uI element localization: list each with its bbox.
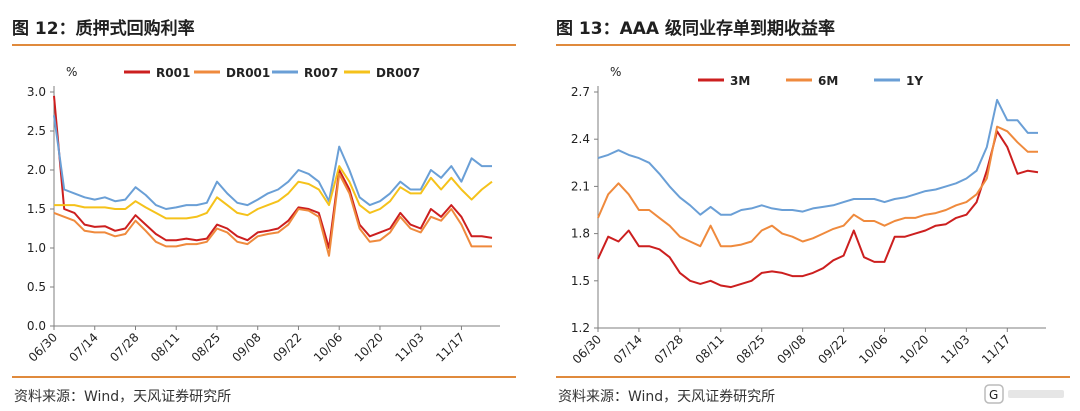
chart-title: 图 12：质押式回购利率 — [12, 19, 195, 39]
source-rule — [556, 376, 1070, 378]
x-tick-label: 10/20 — [897, 332, 931, 366]
legend-label-r001: R001 — [156, 66, 190, 80]
y-tick-label: 2.7 — [571, 85, 590, 99]
x-tick-label: 11/03 — [938, 332, 972, 366]
series-line-1y — [597, 98, 1038, 216]
legend-label-dr001: DR001 — [226, 66, 270, 80]
y-tick-label: 1.0 — [27, 241, 46, 255]
logo-watermark: G — [984, 384, 1064, 404]
x-tick-label: 11/17 — [433, 330, 467, 364]
y-tick-label: 0.0 — [27, 319, 46, 333]
source-note: 资料来源：Wind，天风证券研究所 — [558, 389, 776, 405]
y-unit-label: % — [610, 65, 621, 79]
x-tick-label: 06/30 — [570, 332, 604, 366]
x-tick-label: 06/30 — [26, 330, 60, 364]
legend-label-dr007: DR007 — [376, 66, 420, 80]
series-line-3m — [597, 130, 1039, 289]
legend-label-6m: 6M — [818, 74, 838, 88]
chart-ncd-yields: %2.72.42.11.81.51.206/30 07/14 07/28 08/11 0… — [570, 65, 1046, 367]
y-tick-label: 1.2 — [571, 321, 590, 335]
y-tick-label: 2.0 — [27, 163, 46, 177]
chart-repo-rates: %3.02.52.01.51.00.50.006/30 07/14 07/28 08/… — [26, 65, 500, 365]
x-tick-label: 10/20 — [352, 330, 386, 364]
legend-label-3m: 3M — [730, 74, 750, 88]
y-tick-label: 1.8 — [571, 227, 590, 241]
x-tick-label: 08/25 — [733, 332, 767, 366]
series-line-r001 — [53, 95, 493, 249]
legend-label-r007: R007 — [304, 66, 338, 80]
title-rule — [12, 44, 516, 46]
series-line-r007 — [53, 115, 492, 210]
y-tick-label: 2.5 — [27, 124, 46, 138]
x-tick-label: 09/08 — [774, 332, 808, 366]
y-tick-label: 2.4 — [571, 132, 590, 146]
x-tick-label: 10/06 — [856, 332, 890, 366]
x-tick-label: 07/28 — [107, 330, 141, 364]
series-line-dr007 — [54, 165, 493, 220]
legend-label-1y: 1Y — [906, 74, 923, 88]
x-tick-label: 07/14 — [611, 332, 645, 366]
source-note: 资料来源：Wind，天风证券研究所 — [14, 389, 232, 405]
x-tick-label: 07/14 — [67, 330, 101, 364]
source-rule — [12, 376, 516, 378]
x-tick-label: 09/08 — [229, 330, 263, 364]
y-unit-label: % — [66, 65, 77, 79]
svg-text:G: G — [989, 388, 998, 402]
y-tick-label: 0.5 — [27, 280, 46, 294]
y-tick-label: 1.5 — [571, 274, 590, 288]
x-tick-label: 11/17 — [979, 332, 1013, 366]
x-tick-label: 08/11 — [148, 330, 182, 364]
y-tick-label: 1.5 — [27, 202, 46, 216]
y-tick-label: 3.0 — [27, 85, 46, 99]
x-tick-label: 07/28 — [652, 332, 686, 366]
series-line-dr001 — [53, 172, 492, 257]
x-tick-label: 11/03 — [392, 330, 426, 364]
x-tick-label: 09/22 — [815, 332, 849, 366]
x-tick-label: 09/22 — [270, 330, 304, 364]
y-tick-label: 2.1 — [571, 179, 590, 193]
title-rule — [556, 44, 1070, 46]
chart-title: 图 13：AAA 级同业存单到期收益率 — [556, 19, 835, 39]
x-tick-label: 08/11 — [693, 332, 727, 366]
series-line-6m — [597, 125, 1038, 248]
x-tick-label: 10/06 — [311, 330, 345, 364]
x-tick-label: 08/25 — [189, 330, 223, 364]
